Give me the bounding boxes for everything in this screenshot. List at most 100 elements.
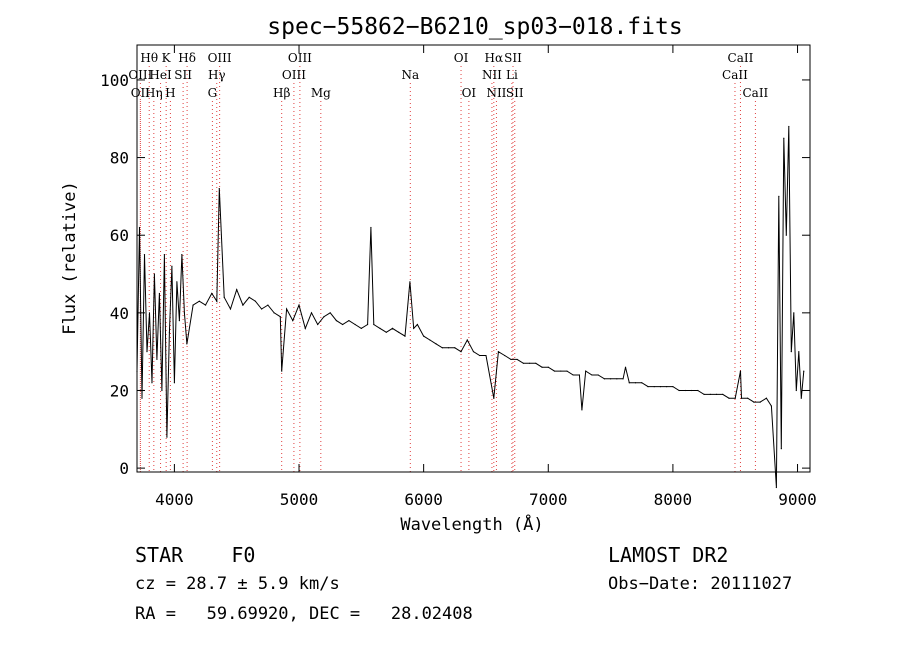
data-point (715, 393, 718, 395)
data-point (138, 226, 141, 229)
data-point (151, 382, 153, 384)
data-point (541, 366, 543, 368)
chart-title: spec−55862−B6210_sp03−018.fits (267, 14, 682, 40)
y-tick-label: 20 (110, 381, 129, 400)
data-point (379, 327, 381, 329)
data-point (678, 389, 680, 392)
data-point (578, 374, 581, 376)
marker-label: OI (462, 86, 477, 100)
x-tick-label: 4000 (155, 490, 194, 509)
data-point (460, 351, 462, 353)
marker-label: Mg (311, 86, 331, 100)
data-point (783, 137, 785, 139)
data-point (236, 288, 238, 291)
data-point (181, 254, 183, 256)
data-point (672, 386, 674, 388)
marker-label: SII (506, 86, 524, 100)
marker-label: OI (454, 51, 469, 65)
spectrum-series (136, 125, 805, 489)
data-point (684, 389, 686, 392)
data-point (366, 323, 369, 326)
data-point (775, 486, 777, 489)
data-point (409, 281, 411, 283)
data-point (485, 354, 487, 357)
x-tick-label: 7000 (529, 490, 568, 509)
data-point (666, 386, 668, 388)
y-tick-label: 40 (110, 304, 129, 323)
data-point (803, 370, 805, 372)
data-point (497, 351, 500, 353)
data-point (759, 401, 761, 403)
data-point (697, 389, 699, 392)
data-point (628, 382, 630, 384)
data-point (178, 320, 180, 322)
data-point (398, 331, 400, 333)
marker-label: Hη (145, 86, 163, 100)
data-point (653, 386, 655, 388)
data-point (510, 358, 512, 361)
data-point (547, 366, 549, 368)
data-point (747, 397, 749, 399)
data-point (242, 304, 244, 306)
data-point (163, 254, 166, 256)
data-point (466, 339, 468, 341)
marker-label: OIII (288, 51, 312, 65)
data-point (186, 343, 188, 345)
data-point (348, 320, 350, 322)
y-tick-label: 60 (110, 226, 129, 245)
data-point (790, 351, 792, 353)
data-point (292, 320, 294, 322)
data-point (581, 409, 583, 411)
x-tick-label: 5000 (280, 490, 319, 509)
data-point (161, 389, 163, 392)
marker-label: OIII (282, 68, 306, 82)
marker-label: CaII (742, 86, 768, 100)
data-point (572, 374, 574, 376)
marker-label: Hβ (273, 86, 290, 100)
data-point (141, 397, 143, 399)
classification-label: STAR F0 (135, 543, 256, 567)
data-point (441, 347, 443, 349)
data-point (447, 347, 450, 349)
data-point (535, 362, 537, 364)
data-point (778, 195, 780, 197)
marker-label: Hγ (208, 68, 226, 82)
data-point (516, 358, 518, 361)
data-point (728, 397, 730, 399)
data-point (304, 327, 306, 329)
marker-label: HeI (149, 68, 172, 82)
data-point (173, 382, 175, 384)
data-point (310, 312, 313, 314)
data-point (798, 351, 800, 353)
data-point (267, 304, 269, 306)
data-point (416, 323, 419, 326)
data-point (566, 370, 568, 372)
marker-label: G (208, 86, 218, 100)
x-axis: 4000 5000 6000 7000 8000 9000 (155, 45, 817, 509)
x-axis-label: Wavelength (Å) (400, 513, 543, 535)
data-point (223, 296, 225, 298)
data-point (385, 331, 387, 333)
data-point (146, 351, 148, 353)
data-point (591, 374, 593, 376)
data-point (317, 323, 319, 326)
data-point (404, 335, 406, 337)
marker-label: Hδ (178, 51, 196, 65)
data-point (211, 292, 213, 295)
marker-label: Hα (485, 51, 504, 65)
data-point (261, 308, 263, 310)
marker-label: SII (504, 51, 522, 65)
data-point (216, 300, 218, 302)
data-point (153, 273, 156, 275)
data-point (739, 370, 742, 372)
data-point (413, 327, 415, 329)
data-point (218, 188, 220, 190)
data-point (156, 358, 158, 361)
data-point (279, 316, 281, 318)
data-point (659, 386, 662, 388)
data-point (585, 370, 587, 372)
marker-label: CaII (722, 68, 748, 82)
data-point (281, 370, 283, 372)
